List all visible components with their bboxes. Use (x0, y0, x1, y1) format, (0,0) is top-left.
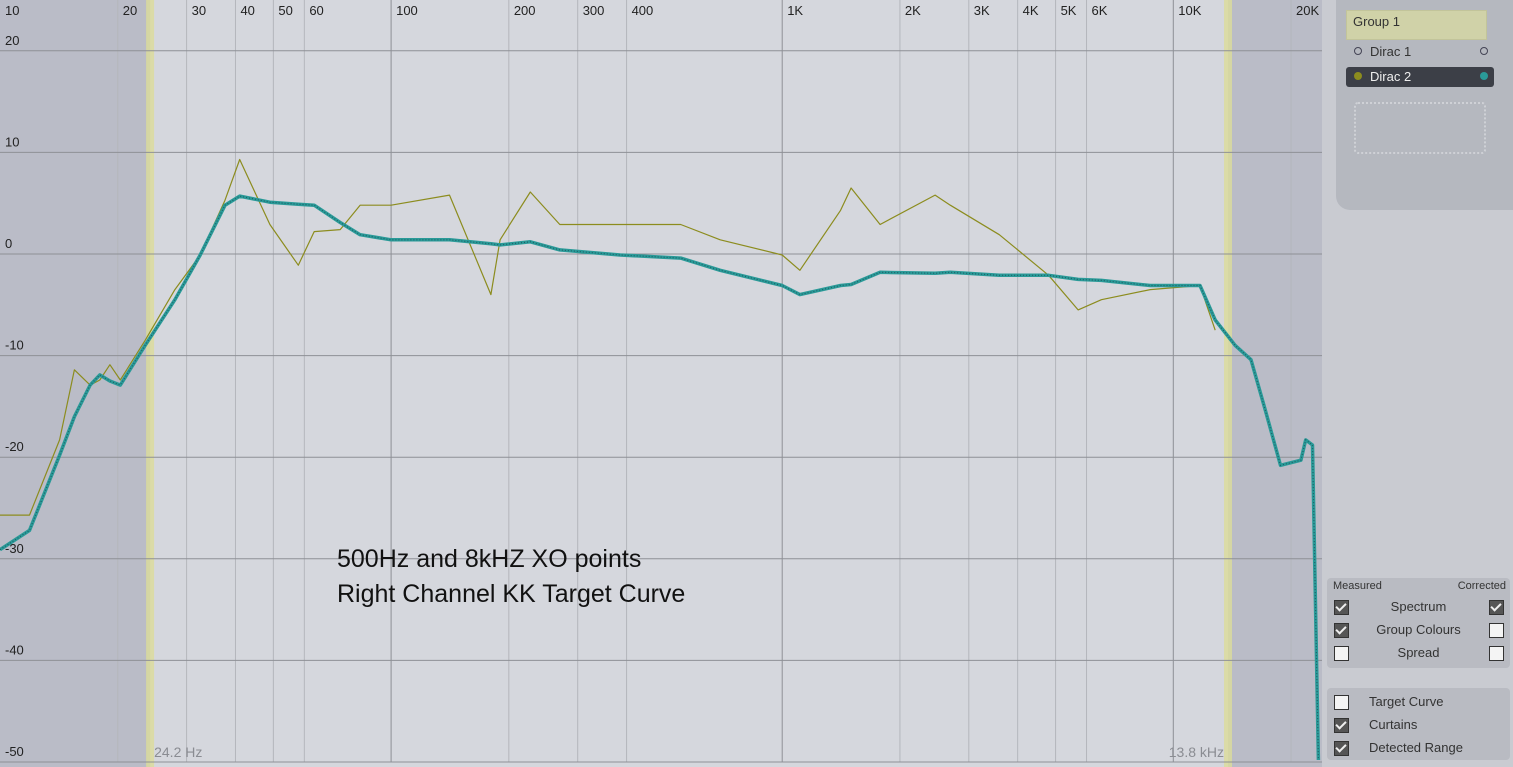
chart: 10 20 30 40 50 60 100 200 300 400 1K 2K 3K 4K 5K 6K 10K 2… (0, 0, 1322, 767)
option-label: Target Curve (1369, 694, 1444, 709)
x-tick-label: 10 (5, 3, 19, 18)
x-tick-label: 40 (240, 3, 254, 18)
checkbox[interactable] (1334, 600, 1349, 615)
curtain-label: 13.8 kHz (1169, 744, 1224, 760)
x-tick-label: 20K (1296, 3, 1319, 18)
series-line-texture (0, 195, 1319, 761)
x-tick-label: 3K (974, 3, 990, 18)
display-options: Target Curve Curtains Detected Range (1327, 688, 1510, 760)
x-tick-label: 300 (583, 3, 605, 18)
annotation: Right Channel KK Target Curve (337, 580, 685, 608)
option-label: Curtains (1369, 717, 1418, 732)
drop-zone (1354, 102, 1486, 154)
checkbox[interactable] (1334, 718, 1349, 733)
row-label: Spectrum (1390, 599, 1447, 614)
group-panel: Group 1 Dirac 1 Dirac 2 (1336, 0, 1513, 210)
dot (1480, 47, 1488, 55)
measured-header: Measured (1333, 580, 1382, 592)
checkbox[interactable] (1334, 695, 1349, 710)
row-label: Spread (1397, 645, 1440, 660)
x-tick-label: 5K (1061, 3, 1077, 18)
x-tick-label: 200 (514, 3, 536, 18)
group-name[interactable]: Group 1 (1346, 10, 1487, 40)
view-options: Measured Corrected Spectrum Group Colours… (1327, 578, 1510, 668)
y-tick-label: 0 (5, 236, 12, 251)
dot (1354, 72, 1362, 80)
x-tick-label: 30 (192, 3, 206, 18)
y-tick-label: -10 (5, 338, 24, 353)
series-line (0, 158, 1216, 516)
y-tick-label: -20 (5, 439, 24, 454)
annotation: 500Hz and 8kHZ XO points (337, 545, 641, 573)
channel-name: Dirac 1 (1370, 44, 1412, 59)
channel[interactable]: Dirac 1 (1346, 42, 1494, 62)
y-tick-label: 10 (5, 134, 19, 149)
dot (1480, 72, 1488, 80)
checkbox[interactable] (1334, 623, 1349, 638)
y-tick-label: -40 (5, 642, 24, 657)
x-tick-label: 100 (396, 3, 418, 18)
curtain-edge (1224, 0, 1233, 767)
x-tick-label: 10K (1178, 3, 1201, 18)
checkbox[interactable] (1489, 646, 1504, 661)
x-tick-label: 50 (278, 3, 292, 18)
row-label: Group Colours (1376, 622, 1461, 637)
x-tick-label: 1K (787, 3, 803, 18)
x-tick-label: 60 (309, 3, 323, 18)
y-tick-label: 20 (5, 33, 19, 48)
channel-name: Dirac 2 (1370, 69, 1412, 84)
curtain (0, 0, 151, 767)
plot-background (0, 0, 1322, 767)
x-tick-label: 400 (632, 3, 654, 18)
x-tick-label: 20 (123, 3, 137, 18)
channel[interactable]: Dirac 2 (1346, 67, 1494, 87)
x-tick-label: 6K (1092, 3, 1108, 18)
x-tick-label: 4K (1023, 3, 1039, 18)
checkbox[interactable] (1334, 646, 1349, 661)
curtain (1228, 0, 1322, 767)
corrected-header: Corrected (1457, 580, 1506, 592)
checkbox[interactable] (1334, 741, 1349, 756)
x-tick-label: 2K (905, 3, 921, 18)
curtain-label: 24.2 Hz (154, 744, 202, 760)
checkbox[interactable] (1489, 600, 1504, 615)
curtain-edge (146, 0, 155, 767)
checkbox[interactable] (1489, 623, 1504, 638)
option-label: Detected Range (1369, 740, 1463, 755)
dot (1354, 47, 1362, 55)
y-tick-label: -50 (5, 744, 24, 759)
